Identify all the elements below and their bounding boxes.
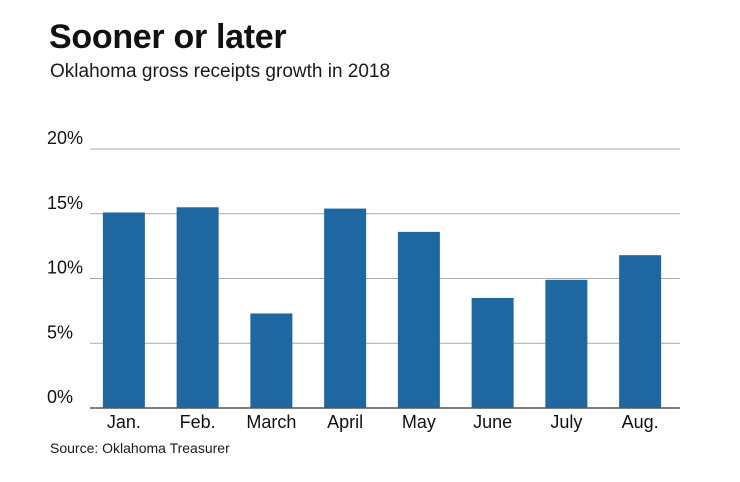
chart-subtitle: Oklahoma gross receipts growth in 2018 <box>50 61 391 82</box>
x-tick-label: June <box>473 412 512 432</box>
x-tick-label: May <box>402 412 436 432</box>
bar <box>471 297 514 408</box>
x-tick-label: April <box>327 412 363 432</box>
y-tick-label: 20% <box>47 128 83 148</box>
x-tick-label: Jan. <box>107 412 141 432</box>
x-tick-label: Feb. <box>180 412 216 432</box>
bar <box>176 207 219 408</box>
y-tick-label: 5% <box>47 322 73 342</box>
y-tick-label: 10% <box>47 258 83 278</box>
bar <box>619 255 662 408</box>
bar <box>545 279 588 408</box>
y-tick-label: 0% <box>47 387 73 407</box>
x-tick-label: March <box>246 412 296 432</box>
x-tick-label: July <box>550 412 582 432</box>
y-tick-label: 15% <box>47 193 83 213</box>
bar <box>250 313 293 408</box>
bar <box>397 231 440 408</box>
source-note: Source: Oklahoma Treasurer <box>50 440 230 456</box>
chart-title: Sooner or later <box>49 18 287 56</box>
x-tick-label: Aug. <box>622 412 659 432</box>
bar <box>324 208 367 408</box>
bar <box>102 212 145 408</box>
